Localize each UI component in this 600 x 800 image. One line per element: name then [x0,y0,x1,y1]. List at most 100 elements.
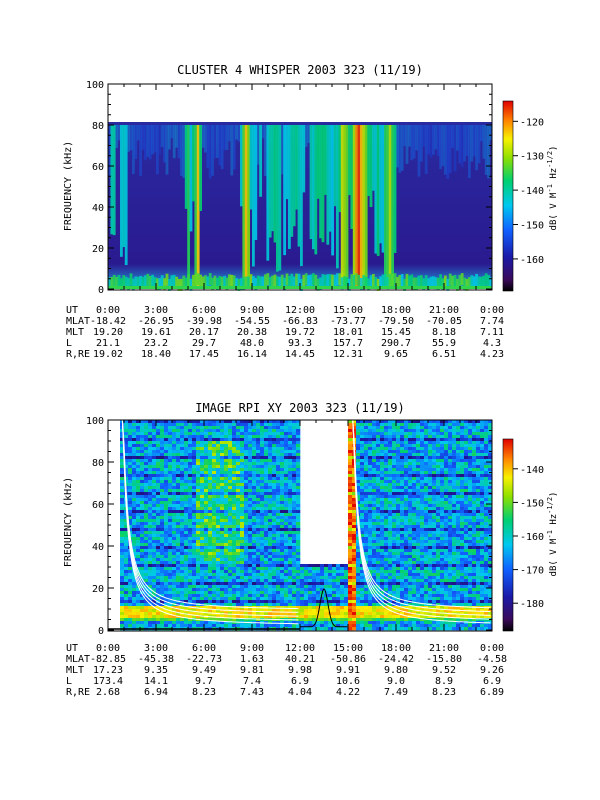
spectro-low-band [477,276,481,289]
spectro-low-band [201,276,205,289]
spectro-cell [188,537,193,541]
spectro-cell [404,534,409,538]
spectro-cell [172,489,177,493]
spectro-cell [292,573,297,577]
spectro-column [475,125,478,171]
spectro-cell [200,486,205,490]
spectro-cell [360,567,365,571]
spectro-cell [204,525,209,529]
spectro-low-band [249,274,253,287]
spectro-cell [256,420,261,424]
spectro-cell [220,579,225,583]
spectro-cell [308,591,313,595]
spectro-cell [256,510,261,514]
table-cell: 18.40 [141,349,171,360]
spectro-cell [192,438,197,442]
spectro-cell [392,513,397,517]
spectro-cell [240,486,245,490]
spectro-cell [260,477,265,481]
spectro-cell [248,516,253,520]
spectro-low-band [132,278,135,291]
spectro-cell [244,510,249,514]
spectro-cell [252,516,257,520]
table-cell: 55.9 [432,338,456,349]
spectro-cell [172,519,177,523]
spectro-column [343,125,346,289]
spectro-cell [364,522,369,526]
spectro-cell [232,489,237,493]
spectro-low-band [158,278,162,291]
spectro-cell [176,546,181,550]
spectro-cell [388,621,393,625]
spectro-cell [252,495,257,499]
spectro-cell [212,441,217,445]
spectro-cell [200,510,205,514]
spectro-cell [204,591,209,595]
spectro-low-band [163,278,166,291]
spectro-cell [164,606,169,610]
spectro-cell [244,432,249,436]
spectro-cell [360,489,365,493]
spectro-cell [132,540,137,544]
spectro-cell [252,438,257,442]
spectro-cell [152,567,157,571]
spectro-cell [296,609,301,613]
spectro-column [422,125,426,147]
spectro-cell [160,564,165,568]
spectro-cell [356,537,361,541]
spectro-cell [372,555,377,559]
spectro-cell [388,540,393,544]
spectro-cell [156,618,161,622]
spectro-cell [348,420,353,424]
spectro-cell [268,477,273,481]
spectro-cell [408,465,413,469]
spectro-cell [196,615,201,619]
spectro-column [108,125,111,176]
spectro-cell [408,438,413,442]
spectro-cell [132,615,137,619]
spectro-cell [272,558,277,562]
spectro-low-band [280,274,284,287]
spectro-cell [384,585,389,589]
spectro-cell [280,444,285,448]
spectro-cell [340,564,345,568]
spectro-cell [364,459,369,463]
table-cell: 17.45 [189,349,219,360]
spectro-cell [120,486,125,490]
spectro-cell [176,429,181,433]
spectro-low-band [230,274,234,287]
spectro-cell [376,618,381,622]
spectro-cell [376,459,381,463]
spectro-cell [148,441,153,445]
spectro-cell [388,528,393,532]
spectro-cell [180,576,185,580]
spectro-column [201,125,205,148]
spectro-cell [264,432,269,436]
spectro-cell [156,552,161,556]
spectro-cell [388,525,393,529]
spectro-cell [136,552,141,556]
spectro-cell [264,474,269,478]
spectro-cell [232,552,237,556]
spectro-cell [188,540,193,544]
spectro-cell [368,486,373,490]
spectro-cell [360,486,365,490]
spectro-cell [400,456,405,460]
spectro-cell [272,438,277,442]
spectro-column [237,125,241,142]
spectro-cell [288,435,293,439]
spectro-cell [392,573,397,577]
spectro-cell [188,462,193,466]
spectro-cell [156,429,161,433]
spectro-cell [348,507,353,511]
spectro-cell [144,621,149,625]
spectro-cell [384,579,389,583]
spectro-cell [228,564,233,568]
spectro-cell [276,531,281,535]
spectro-cell [364,435,369,439]
spectro-cell [268,567,273,571]
spectro-cell [196,609,201,613]
spectro-low-band [429,276,433,289]
spectro-cell [280,504,285,508]
spectro-cell [384,558,389,562]
